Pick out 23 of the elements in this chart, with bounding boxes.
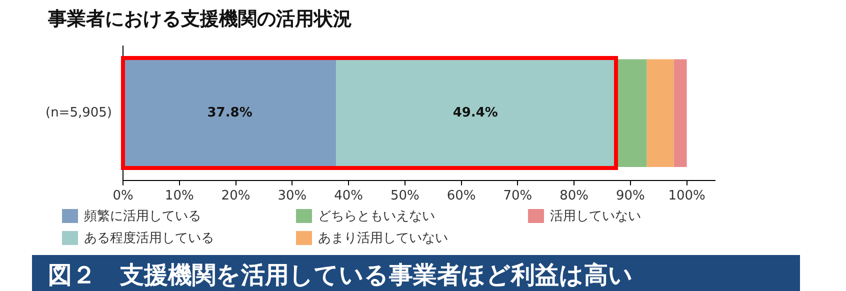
- bar: [674, 59, 687, 167]
- legend-label: どちらともいえない: [318, 208, 435, 225]
- x-tick-label: 0%: [112, 188, 134, 204]
- data-label: 37.8%: [207, 105, 252, 120]
- x-tick-label: 80%: [560, 188, 588, 204]
- chart-title: 事業者における支援機関の活用状況: [48, 7, 352, 32]
- x-tick-label: 20%: [221, 188, 250, 204]
- x-tick-label: 50%: [390, 188, 420, 204]
- legend-label: 活用していない: [550, 208, 641, 225]
- x-tick-label: 30%: [278, 188, 307, 204]
- x-tick-label: 100%: [668, 188, 706, 204]
- x-tick-label: 70%: [503, 188, 532, 204]
- x-tick-label: 40%: [334, 188, 363, 204]
- y-tick-label: (n=5,905): [46, 105, 112, 120]
- legend-label: あまり活用していない: [318, 230, 448, 247]
- data-label: 49.4%: [452, 105, 498, 120]
- caption: 図２ 支援機関を活用している事業者ほど利益は高い: [32, 255, 800, 291]
- legend-label: ある程度活用している: [84, 230, 214, 247]
- x-tick-label: 10%: [164, 188, 194, 204]
- x-tick-label: 90%: [616, 188, 645, 204]
- x-tick-label: 60%: [446, 188, 476, 204]
- bar: [646, 59, 674, 167]
- legend-label: 頻繁に活用している: [84, 208, 201, 225]
